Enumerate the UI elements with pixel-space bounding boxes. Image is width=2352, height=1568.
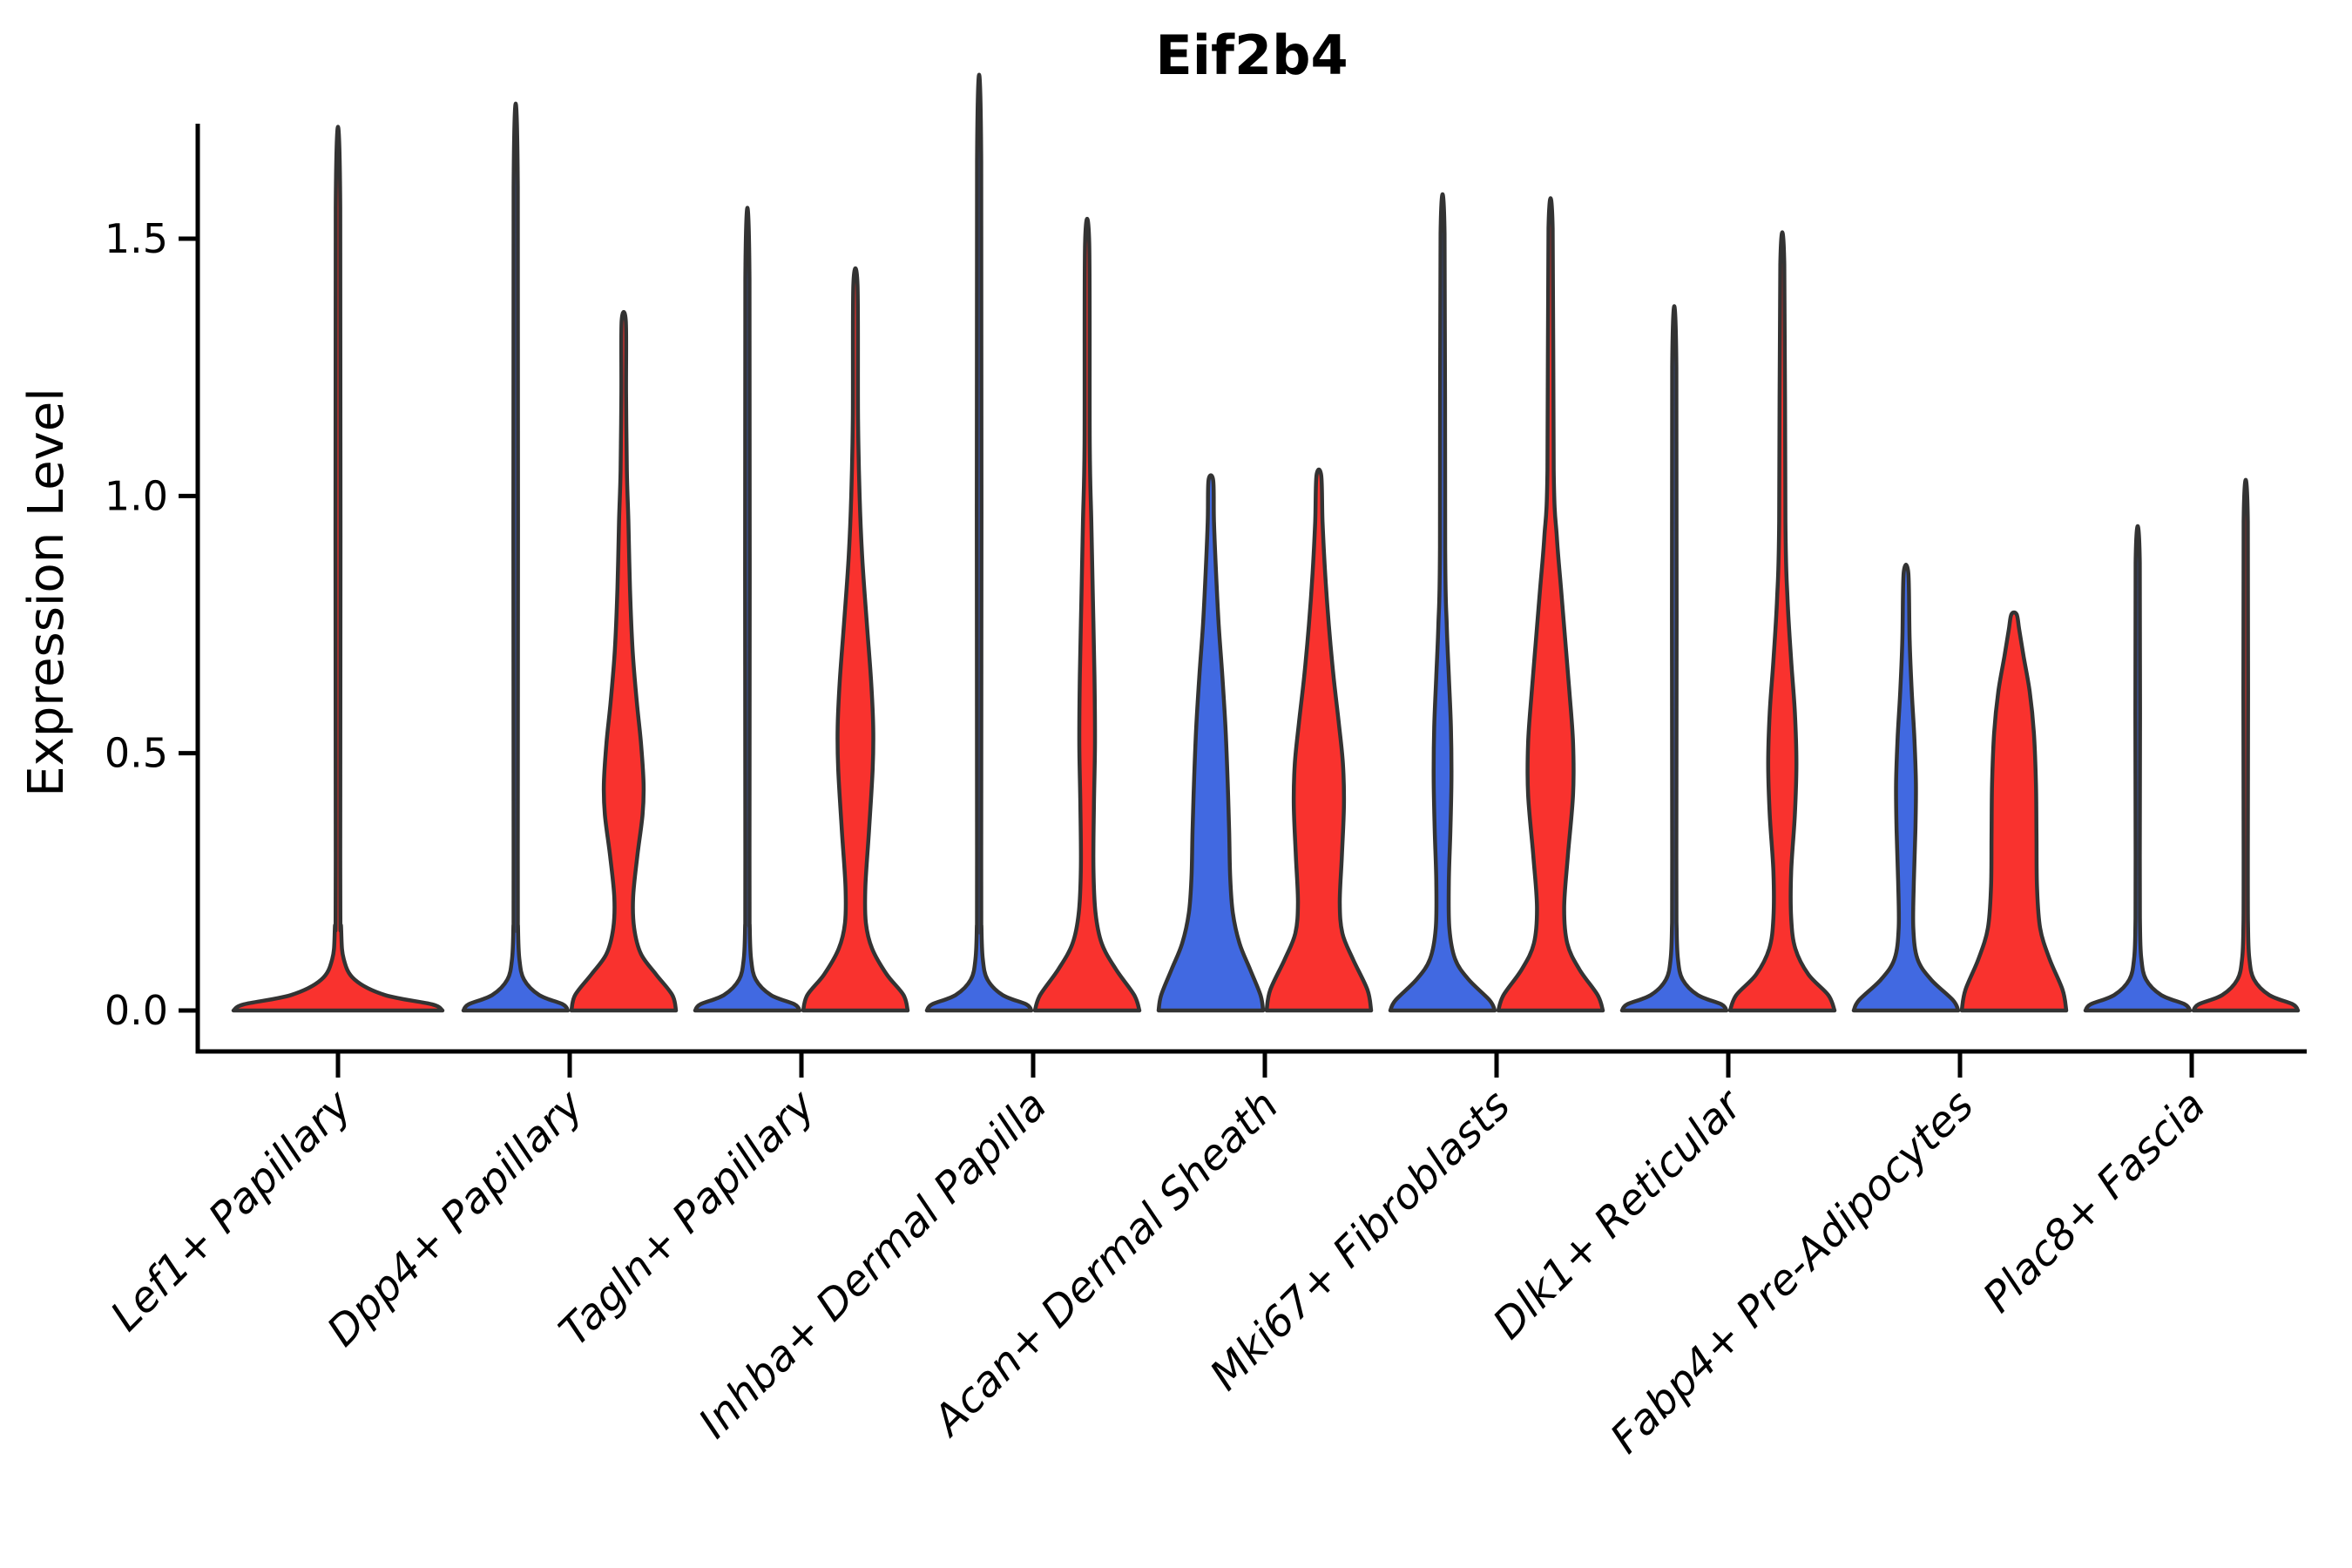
violin-2-blue xyxy=(693,206,802,1013)
y-tick-label: 1.0 xyxy=(105,472,168,519)
violin-6-blue xyxy=(1619,304,1729,1013)
violin-5-red xyxy=(1496,196,1605,1013)
y-axis-ticks: 0.0 0.5 1.0 1.5 xyxy=(105,215,198,1034)
y-axis-title: Expression Level xyxy=(18,388,75,797)
violin-4-red xyxy=(1264,467,1374,1013)
violin-7-red xyxy=(1959,610,2069,1013)
violin-4-blue xyxy=(1156,473,1266,1013)
violin-1-blue xyxy=(461,101,571,1013)
chart-title: Eif2b4 xyxy=(1155,24,1348,87)
violin-6-red xyxy=(1727,230,1837,1013)
violin-2-red xyxy=(801,266,910,1013)
x-tick-label: Dpp4+ Papillary xyxy=(318,1080,593,1355)
violin-8-blue xyxy=(2083,524,2193,1013)
violin-7-blue xyxy=(1851,563,1961,1013)
violin-8-red xyxy=(2191,477,2301,1013)
x-tick-label: Plac8+ Fascia xyxy=(1974,1081,2215,1322)
y-tick-label: 0.0 xyxy=(105,987,168,1034)
x-tick-label: Dlk1+ Reticular xyxy=(1484,1079,1754,1349)
x-tick-label: Lef1+ Papillary xyxy=(101,1080,362,1341)
violin-0-red xyxy=(231,125,445,1013)
violin-3-blue xyxy=(924,72,1034,1013)
violin-3-red xyxy=(1032,217,1142,1013)
violin-5-blue xyxy=(1388,192,1497,1013)
violin-1-red xyxy=(569,309,679,1013)
y-tick-label: 1.5 xyxy=(105,215,168,262)
x-tick-label: Tagln+ Papillary xyxy=(550,1080,825,1355)
violin-series xyxy=(231,72,2301,1013)
y-tick-label: 0.5 xyxy=(105,730,168,777)
